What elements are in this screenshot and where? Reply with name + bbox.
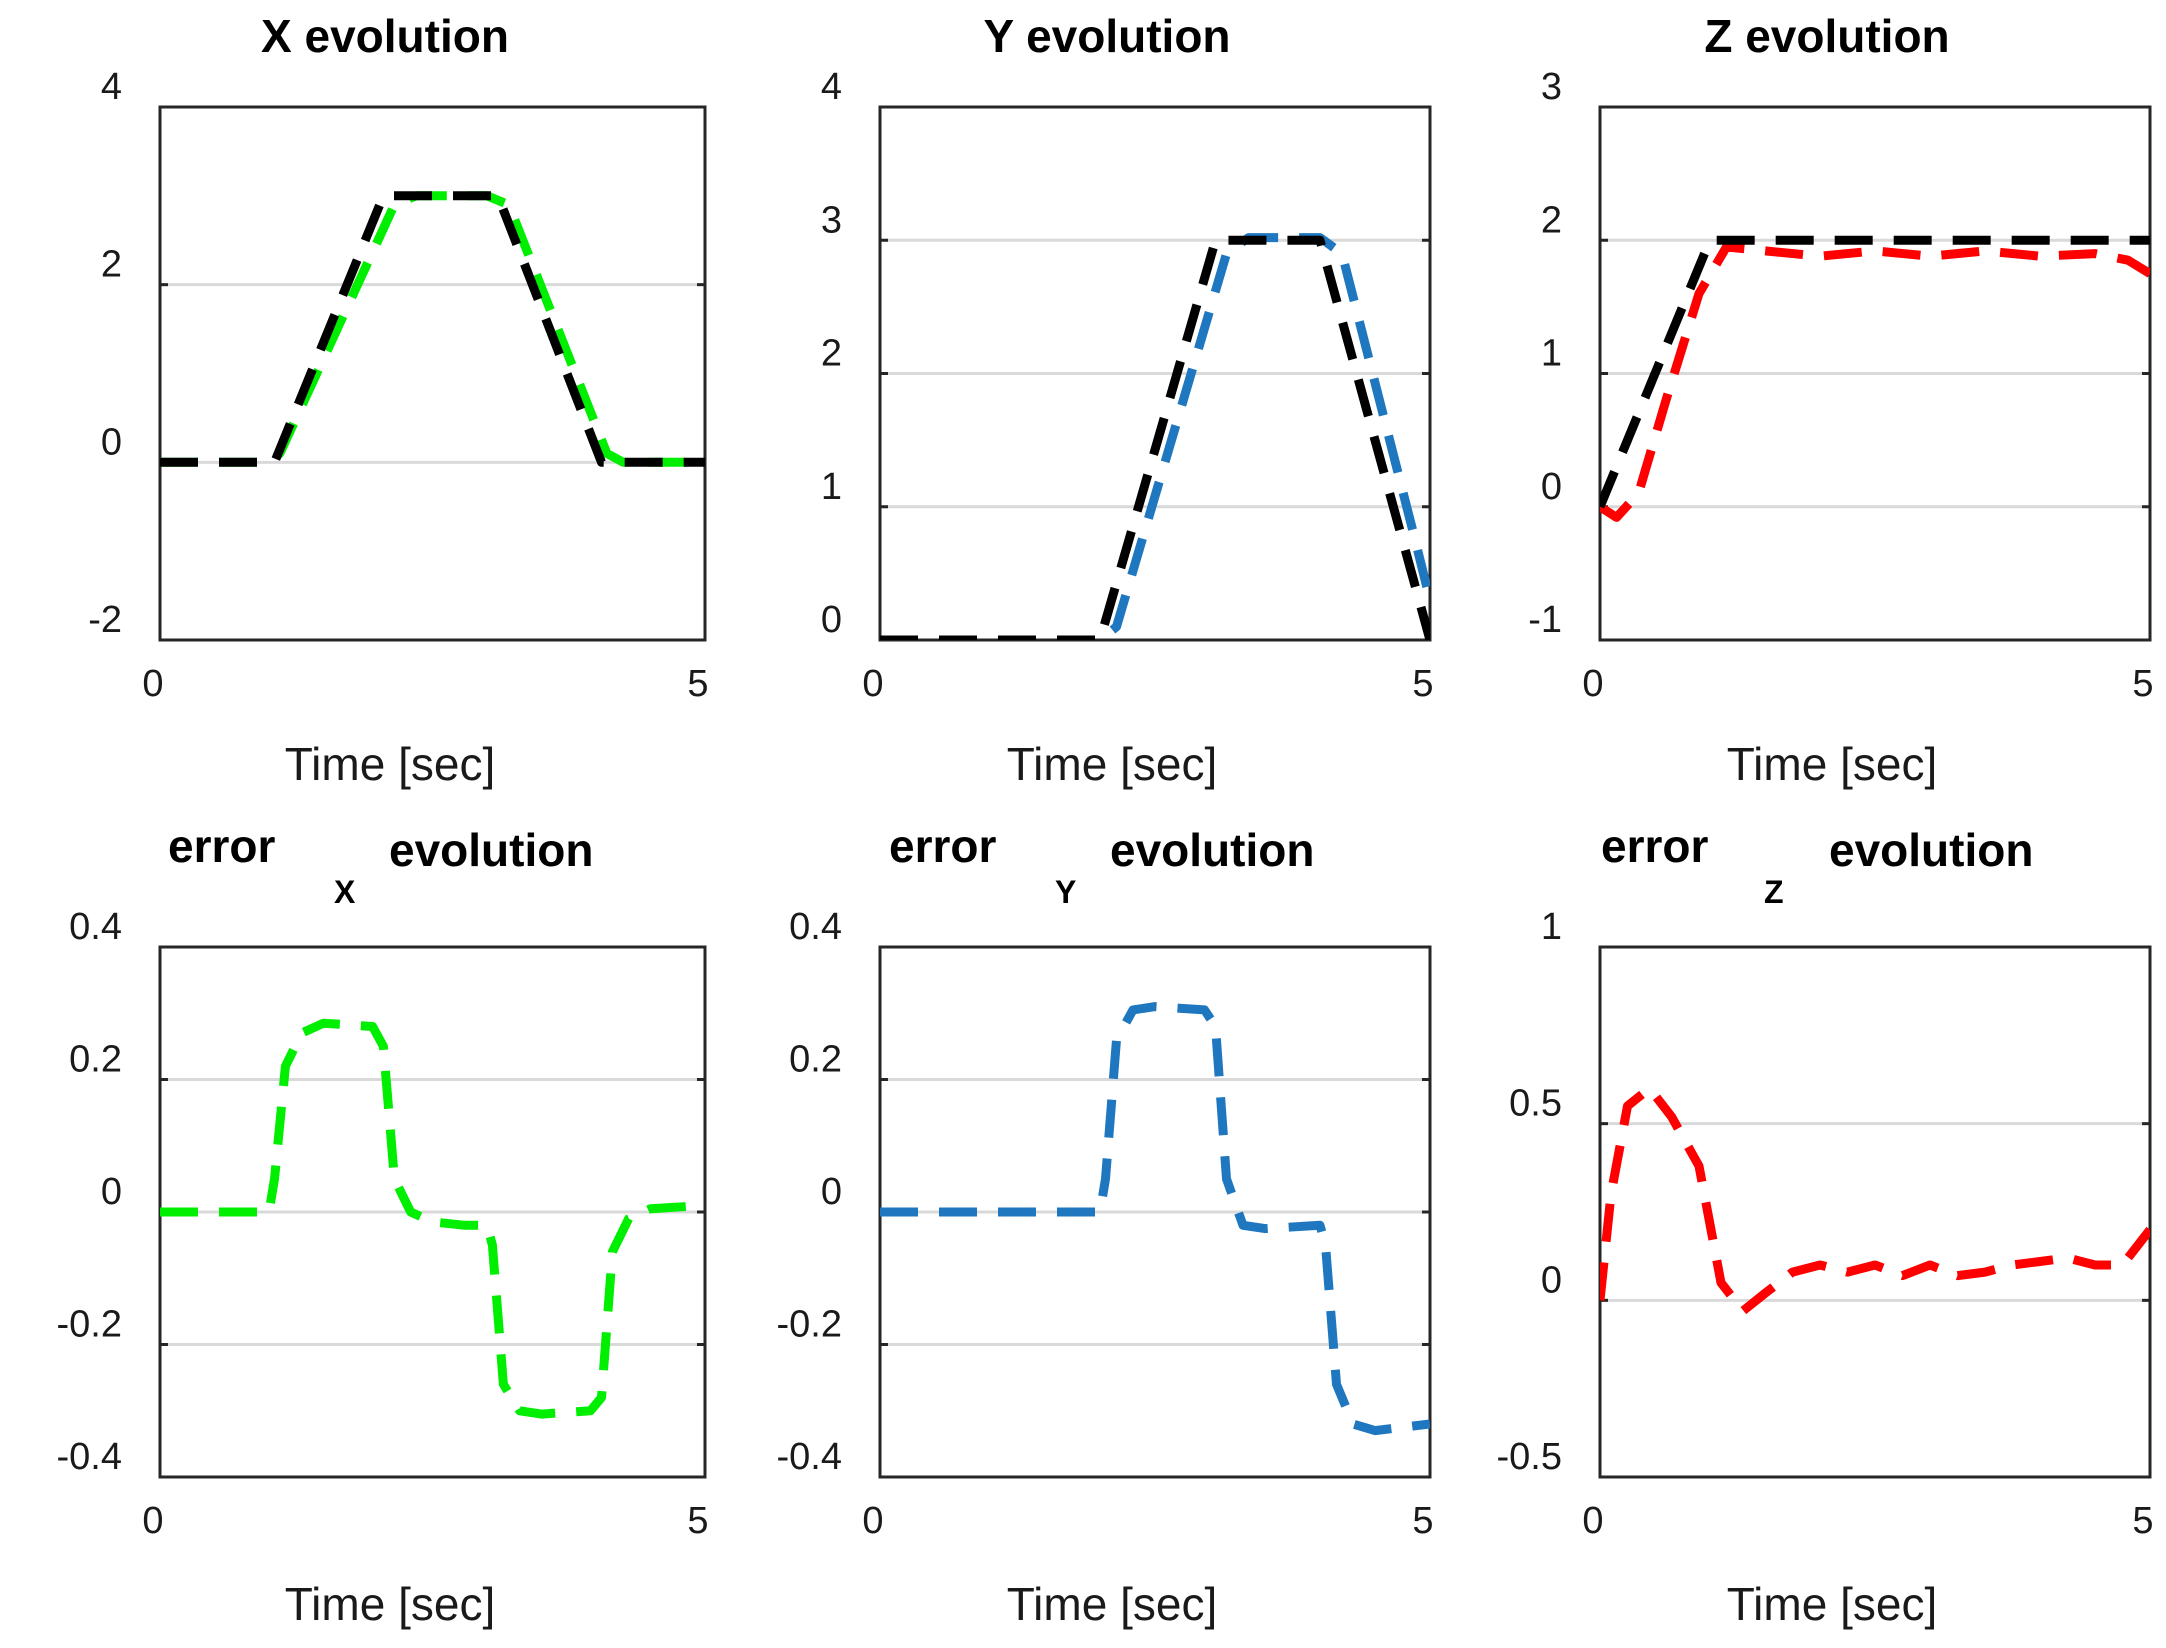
panel-title-subscript: Y xyxy=(1055,874,1076,910)
x-axis-label: Time [sec] xyxy=(1727,738,1937,790)
y-tick-label: -0.4 xyxy=(57,1436,122,1478)
panel-title: error xyxy=(889,820,996,872)
x-tick-label: 5 xyxy=(687,663,708,705)
y-tick-label: 4 xyxy=(101,66,122,108)
y-tick-label: 0.5 xyxy=(1509,1083,1562,1125)
x-tick-label: 0 xyxy=(142,1500,163,1542)
x-tick-label: 5 xyxy=(2132,663,2153,705)
y-tick-label: -0.2 xyxy=(57,1304,122,1346)
x-tick-label: 0 xyxy=(142,663,163,705)
panel-z-evolution: Z evolution -1 0 1 2 3 0 5 Time [sec] xyxy=(1528,10,2153,790)
y-tick-label: -0.4 xyxy=(777,1436,842,1478)
x-tick-label: 5 xyxy=(1412,663,1433,705)
panel-error-z-evolution: error Z evolution -0.5 0 0.5 1 0 5 Time [sec] xyxy=(1497,820,2154,1630)
y-tick-label: 0.2 xyxy=(69,1039,122,1081)
y-tick-label: 0.4 xyxy=(69,906,122,948)
y-tick-label: 0 xyxy=(101,1171,122,1213)
x-axis-label: Time [sec] xyxy=(285,1578,495,1630)
x-tick-label: 5 xyxy=(2132,1500,2153,1542)
x-tick-label: 5 xyxy=(1412,1500,1433,1542)
panel-y-evolution: Y evolution 0 1 2 3 4 0 5 Time [sec] xyxy=(821,10,1434,790)
y-tick-label: 4 xyxy=(821,66,842,108)
panel-title: error xyxy=(168,820,275,872)
panel-title-suffix: evolution xyxy=(1829,824,2033,876)
y-tick-label: -0.5 xyxy=(1497,1436,1562,1478)
x-axis-label: Time [sec] xyxy=(1007,738,1217,790)
y-tick-label: -1 xyxy=(1528,599,1562,641)
y-tick-label: -0.2 xyxy=(777,1304,842,1346)
y-tick-label: 0.2 xyxy=(789,1039,842,1081)
y-tick-label: 1 xyxy=(1541,333,1562,375)
panel-title: Y evolution xyxy=(983,10,1230,62)
x-tick-label: 5 xyxy=(687,1500,708,1542)
x-axis-label: Time [sec] xyxy=(1727,1578,1937,1630)
series-reference-line xyxy=(1600,235,2150,509)
y-tick-label: 0 xyxy=(1541,1259,1562,1301)
y-tick-label: 2 xyxy=(1541,199,1562,241)
panel-title-suffix: evolution xyxy=(1110,824,1314,876)
series-x-line xyxy=(160,191,705,467)
series-reference-line xyxy=(880,235,1430,640)
y-tick-label: 3 xyxy=(1541,66,1562,108)
panel-title: error xyxy=(1601,820,1708,872)
panel-title-subscript: Z xyxy=(1764,874,1784,910)
series-z-line xyxy=(1600,242,2150,522)
x-axis-label: Time [sec] xyxy=(1007,1578,1217,1630)
x-tick-label: 0 xyxy=(1582,1500,1603,1542)
y-tick-label: 0 xyxy=(821,1171,842,1213)
series-error-z-line xyxy=(1600,1083,2150,1316)
panel-title-suffix: evolution xyxy=(389,824,593,876)
x-tick-label: 0 xyxy=(1582,663,1603,705)
panel-error-x-evolution: error X evolution -0.4 -0.2 0 0.2 0.4 0 5 Time… xyxy=(57,820,709,1630)
plot-frame xyxy=(878,105,1432,642)
plot-frame xyxy=(158,105,707,642)
panel-title: Z evolution xyxy=(1704,10,1949,62)
panel-title: X evolution xyxy=(261,10,509,62)
plot-frame xyxy=(1598,105,2152,642)
y-tick-label: 0.4 xyxy=(789,906,842,948)
panel-error-y-evolution: error Y evolution -0.4 -0.2 0 0.2 0.4 0 5 Time… xyxy=(777,820,1434,1630)
x-tick-label: 0 xyxy=(862,1500,883,1542)
series-error-x-line xyxy=(160,1018,705,1419)
y-tick-label: 2 xyxy=(821,333,842,375)
series-reference-line xyxy=(160,191,705,467)
plot-frame xyxy=(1598,945,2152,1479)
x-axis-label: Time [sec] xyxy=(285,738,495,790)
y-tick-label: 0 xyxy=(101,421,122,463)
series-error-y-line xyxy=(880,1002,1430,1436)
y-tick-label: 0 xyxy=(821,599,842,641)
y-tick-label: 3 xyxy=(821,199,842,241)
y-tick-label: 1 xyxy=(1541,906,1562,948)
y-tick-label: 1 xyxy=(821,466,842,508)
y-tick-label: -2 xyxy=(88,599,122,641)
y-tick-label: 2 xyxy=(101,244,122,286)
x-tick-label: 0 xyxy=(862,663,883,705)
panel-x-evolution: X evolution -2 0 2 4 0 5 Time [sec] xyxy=(88,10,708,790)
y-tick-label: 0 xyxy=(1541,466,1562,508)
panel-title-subscript: X xyxy=(334,874,356,910)
